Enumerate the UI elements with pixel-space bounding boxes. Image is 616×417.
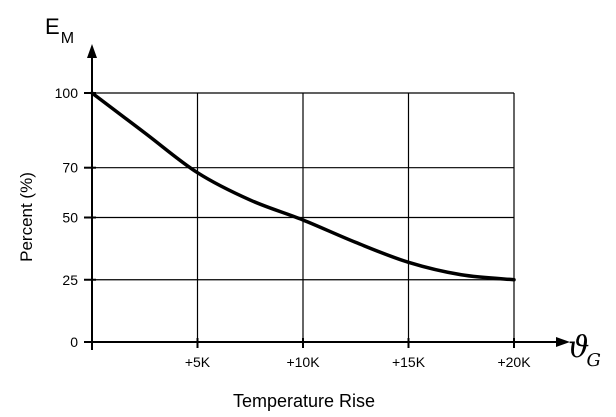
y-axis-title: Percent (%) <box>17 172 36 262</box>
y-tick-label: 0 <box>70 334 78 350</box>
x-axis-title: Temperature Rise <box>233 391 375 411</box>
y-axis-arrowhead <box>87 44 97 58</box>
curve-layer <box>90 91 516 282</box>
y-tick-label: 100 <box>55 85 79 101</box>
y-tick-label: 50 <box>62 210 78 226</box>
x-tick-label: +15K <box>392 354 426 370</box>
series-line <box>90 91 516 282</box>
y-tick-label: 25 <box>62 272 78 288</box>
axes <box>84 44 570 350</box>
x-axis-symbol: ϑG <box>568 330 601 371</box>
grid <box>92 92 515 342</box>
x-tick-label: +5K <box>185 354 211 370</box>
y-tick-label: 70 <box>62 160 78 176</box>
x-tick-label: +10K <box>286 354 320 370</box>
ticks: +5K +10K +15K +20K 0 25 50 70 100 <box>55 85 532 370</box>
y-axis-symbol: EM <box>45 14 74 47</box>
x-tick-label: +20K <box>497 354 531 370</box>
x-axis-arrowhead <box>556 337 570 347</box>
